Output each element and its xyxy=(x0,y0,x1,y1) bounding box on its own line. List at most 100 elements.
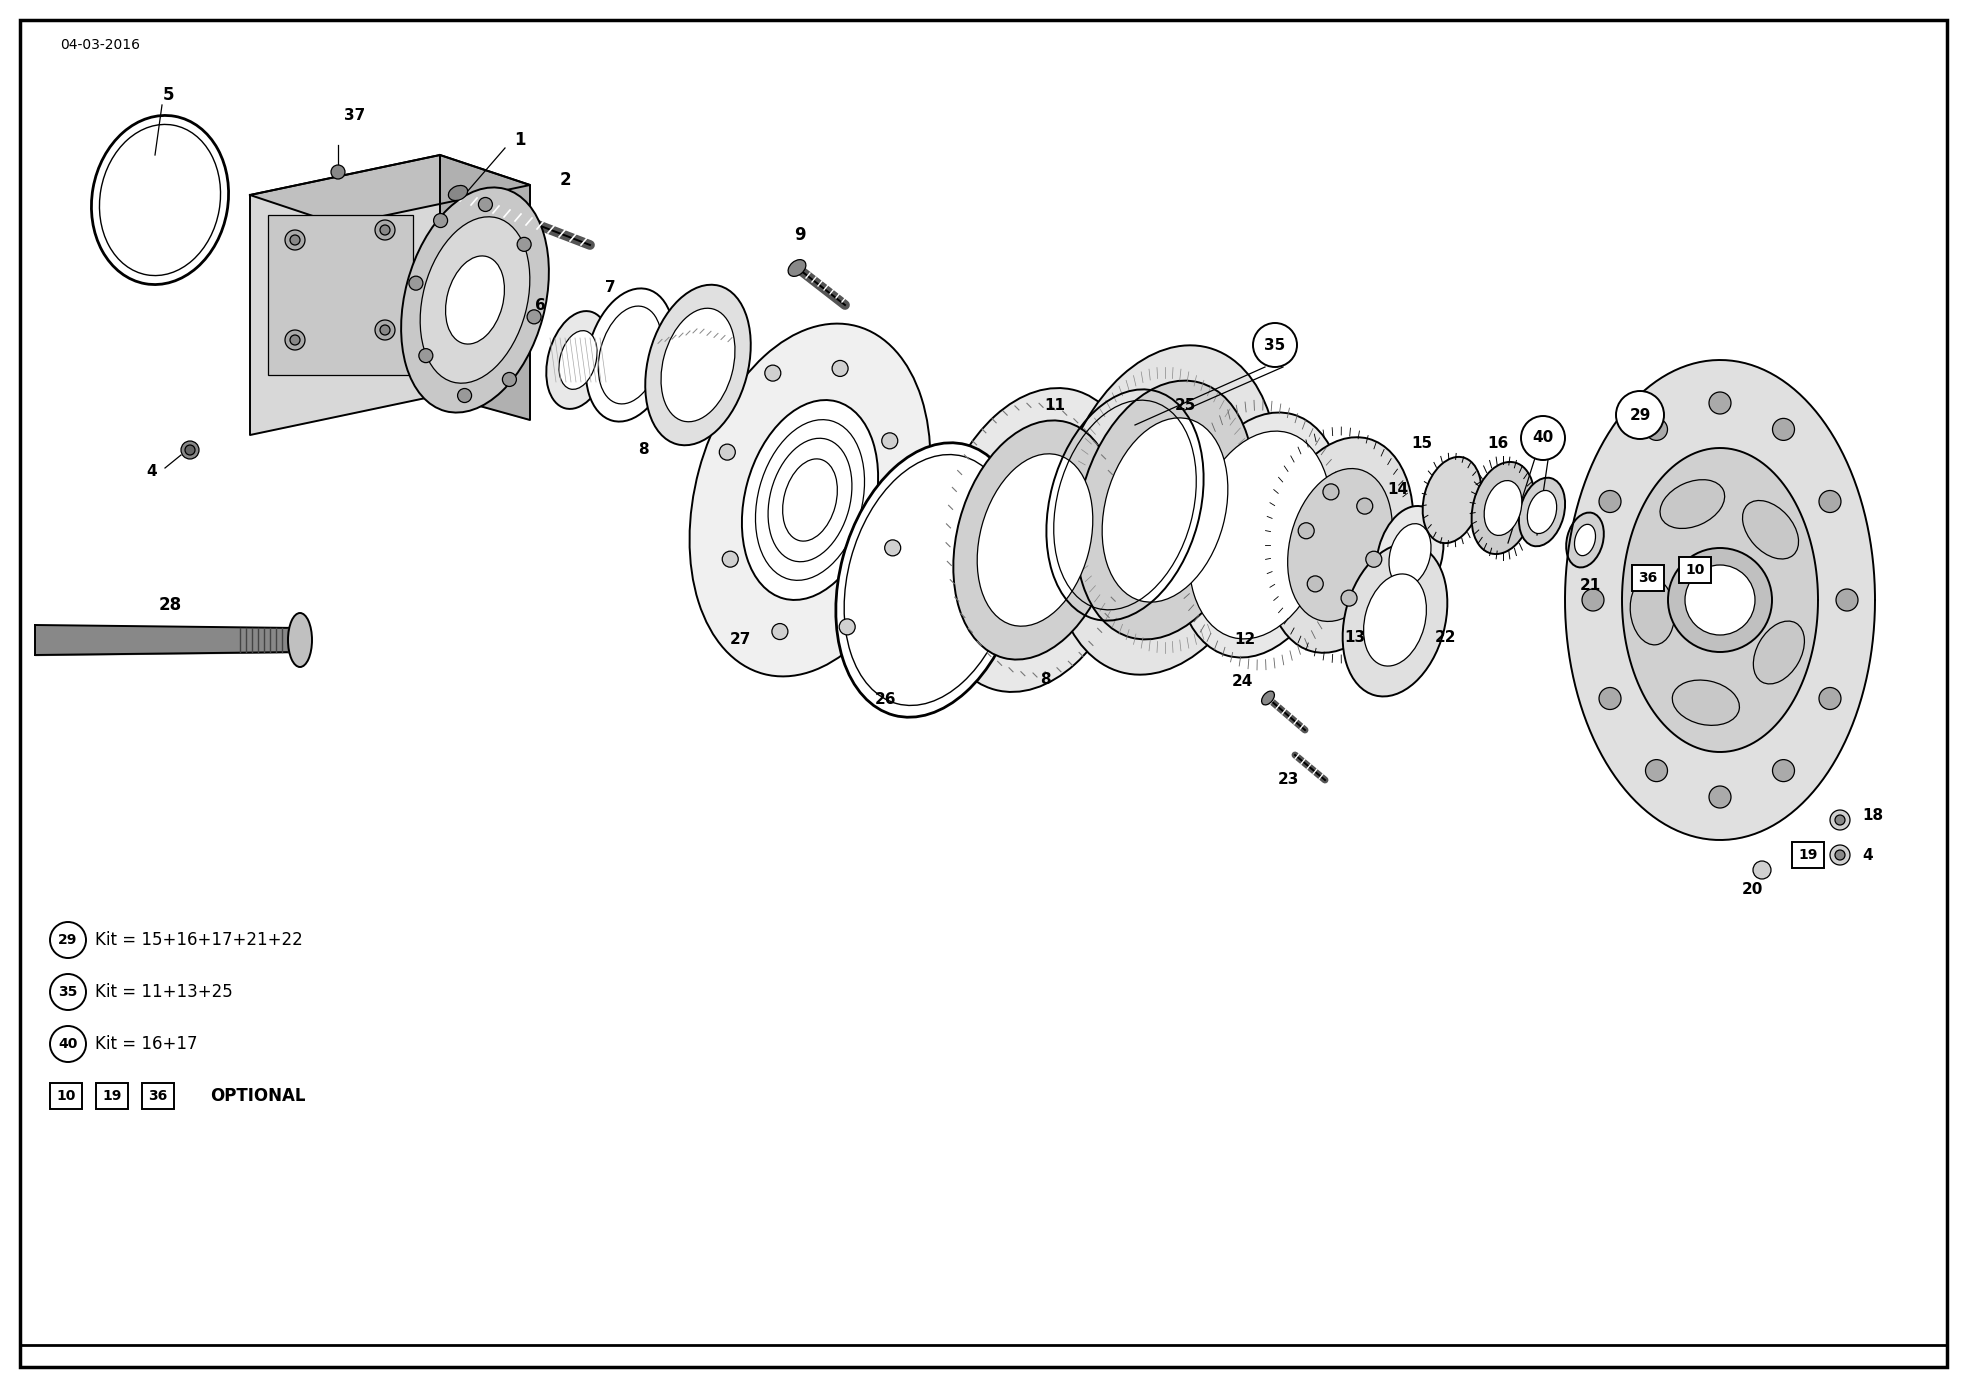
Ellipse shape xyxy=(90,115,228,284)
Ellipse shape xyxy=(930,388,1139,692)
Ellipse shape xyxy=(1485,480,1522,535)
Circle shape xyxy=(1753,861,1770,879)
Circle shape xyxy=(181,441,199,459)
Ellipse shape xyxy=(1076,380,1253,639)
Circle shape xyxy=(289,336,301,345)
Ellipse shape xyxy=(1261,691,1275,705)
Ellipse shape xyxy=(1574,524,1595,556)
Circle shape xyxy=(722,551,738,567)
Text: 28: 28 xyxy=(159,596,181,614)
Bar xyxy=(96,1083,128,1110)
Ellipse shape xyxy=(661,308,736,422)
Ellipse shape xyxy=(1188,431,1332,639)
Ellipse shape xyxy=(1471,462,1534,553)
Ellipse shape xyxy=(1743,501,1798,559)
Circle shape xyxy=(330,165,344,179)
Text: 17: 17 xyxy=(1534,448,1556,462)
Text: Kit = 11+13+25: Kit = 11+13+25 xyxy=(94,983,232,1001)
Circle shape xyxy=(185,445,195,455)
Text: 7: 7 xyxy=(604,280,616,295)
Circle shape xyxy=(527,309,541,323)
Ellipse shape xyxy=(598,307,661,404)
Circle shape xyxy=(380,225,389,234)
Ellipse shape xyxy=(1672,680,1739,725)
Ellipse shape xyxy=(755,420,865,580)
Circle shape xyxy=(409,276,423,290)
Ellipse shape xyxy=(1363,574,1426,666)
Ellipse shape xyxy=(421,216,529,383)
Circle shape xyxy=(478,197,492,211)
Bar xyxy=(49,1083,83,1110)
Text: 40: 40 xyxy=(1532,430,1554,445)
Text: 40: 40 xyxy=(59,1037,77,1051)
Polygon shape xyxy=(1566,361,1875,841)
Text: 12: 12 xyxy=(1235,632,1255,648)
Ellipse shape xyxy=(789,259,806,276)
Ellipse shape xyxy=(1422,456,1481,544)
Polygon shape xyxy=(1623,448,1818,752)
Circle shape xyxy=(1298,523,1314,538)
Circle shape xyxy=(1819,491,1841,513)
Text: 35: 35 xyxy=(59,985,77,999)
Bar xyxy=(268,215,413,374)
Text: 8: 8 xyxy=(637,442,649,458)
Ellipse shape xyxy=(100,125,220,276)
Circle shape xyxy=(376,320,395,340)
Text: 25: 25 xyxy=(1174,398,1196,412)
Circle shape xyxy=(885,540,901,556)
Text: 4: 4 xyxy=(1863,847,1873,863)
Circle shape xyxy=(832,361,848,376)
Ellipse shape xyxy=(836,442,1025,717)
Circle shape xyxy=(1599,688,1621,710)
Text: 26: 26 xyxy=(873,692,895,707)
Text: 36: 36 xyxy=(148,1089,167,1103)
Bar xyxy=(1792,842,1823,868)
Circle shape xyxy=(1520,416,1566,460)
Circle shape xyxy=(1835,850,1845,860)
Circle shape xyxy=(502,373,517,387)
Circle shape xyxy=(1253,323,1296,368)
Circle shape xyxy=(1829,845,1851,865)
Text: 1: 1 xyxy=(513,130,525,148)
Text: Kit = 15+16+17+21+22: Kit = 15+16+17+21+22 xyxy=(94,931,303,949)
Ellipse shape xyxy=(1288,469,1393,621)
Ellipse shape xyxy=(447,257,504,344)
Ellipse shape xyxy=(844,455,1015,706)
Circle shape xyxy=(49,922,87,958)
Circle shape xyxy=(1709,393,1731,413)
Ellipse shape xyxy=(586,288,675,422)
Ellipse shape xyxy=(1631,577,1674,645)
Text: 19: 19 xyxy=(1798,847,1818,861)
Text: 10: 10 xyxy=(1686,563,1705,577)
Text: 22: 22 xyxy=(1434,631,1456,645)
Bar xyxy=(142,1083,173,1110)
Circle shape xyxy=(720,444,736,460)
Text: 9: 9 xyxy=(795,226,806,244)
Ellipse shape xyxy=(690,323,930,677)
Ellipse shape xyxy=(783,459,838,541)
Ellipse shape xyxy=(978,454,1094,626)
Ellipse shape xyxy=(401,187,549,412)
Circle shape xyxy=(1772,760,1794,782)
Ellipse shape xyxy=(1660,480,1725,528)
Circle shape xyxy=(285,230,305,250)
Circle shape xyxy=(1341,589,1357,606)
Circle shape xyxy=(1709,786,1731,809)
Ellipse shape xyxy=(547,311,610,409)
Circle shape xyxy=(458,388,472,402)
Ellipse shape xyxy=(954,420,1117,660)
Text: Kit = 16+17: Kit = 16+17 xyxy=(94,1035,197,1053)
Polygon shape xyxy=(250,155,529,225)
Ellipse shape xyxy=(287,613,313,667)
Ellipse shape xyxy=(1343,544,1448,696)
Circle shape xyxy=(289,234,301,245)
Text: 15: 15 xyxy=(1412,436,1432,451)
Circle shape xyxy=(1365,551,1381,567)
Ellipse shape xyxy=(1052,345,1279,674)
Ellipse shape xyxy=(1566,513,1603,567)
Text: 23: 23 xyxy=(1277,773,1298,788)
Circle shape xyxy=(285,330,305,350)
Circle shape xyxy=(1686,565,1755,635)
Text: 21: 21 xyxy=(1580,577,1601,592)
Text: 13: 13 xyxy=(1343,631,1365,645)
